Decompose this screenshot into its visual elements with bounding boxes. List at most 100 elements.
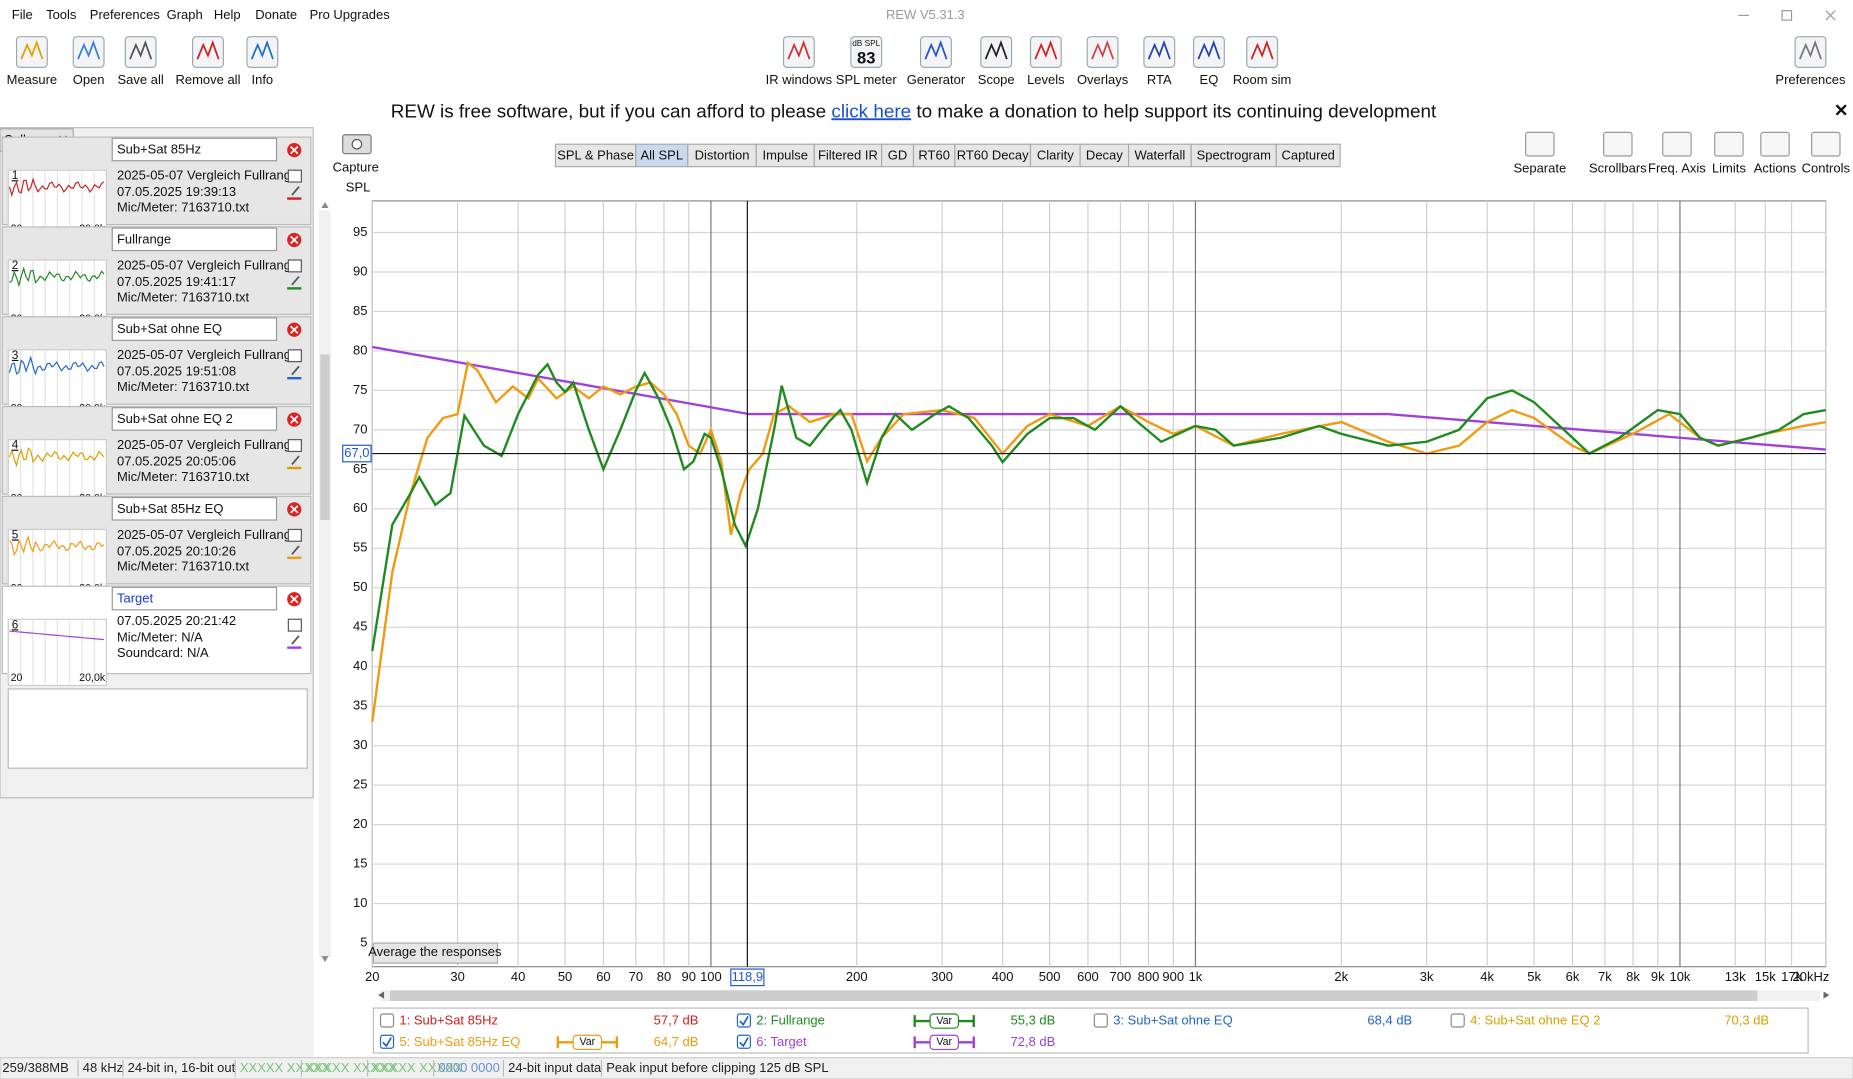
graph-tool-icon <box>1811 131 1841 157</box>
x-tick-label: 17k <box>1781 969 1802 984</box>
toolbar-button-label[interactable]: Measure <box>7 72 58 87</box>
toolbar-button-label[interactable]: Info <box>252 72 274 87</box>
toolbar-button-label[interactable]: IR windows <box>766 72 833 87</box>
measurement-name[interactable]: Sub+Sat ohne EQ <box>117 321 222 336</box>
legend-checkbox[interactable] <box>1093 1013 1108 1028</box>
menu-item[interactable]: Pro Upgrades <box>310 7 391 22</box>
measurement-name[interactable]: Fullrange <box>117 231 171 246</box>
measurement-name[interactable]: Sub+Sat 85Hz <box>117 142 201 157</box>
toolbar-icon-glyph <box>129 39 153 60</box>
remove-x <box>290 415 299 424</box>
measurement-name-field <box>111 137 278 162</box>
graph-tool-label[interactable]: Scrollbars <box>1589 160 1647 175</box>
graph-tab-label[interactable]: Clarity <box>1037 147 1074 162</box>
scroll-up[interactable] <box>321 202 329 209</box>
graph-tab-label[interactable]: All SPL <box>640 147 683 162</box>
scroll-right[interactable] <box>1823 991 1830 999</box>
toolbar-icon <box>782 36 815 68</box>
toolbar-button-label[interactable]: Remove all <box>176 72 241 87</box>
banner-link[interactable]: click here <box>831 101 911 122</box>
var-label[interactable]: Var <box>936 1036 952 1048</box>
capture-label[interactable]: Capture <box>333 159 379 174</box>
var-box <box>929 1034 959 1051</box>
measurement-name-field <box>111 407 278 431</box>
menu-item[interactable]: Preferences <box>90 7 161 22</box>
banner-text: REW is free software, but if you can aff… <box>391 101 832 122</box>
toolbar-button-label[interactable]: Save all <box>118 72 164 87</box>
graph-tab-label[interactable]: Impulse <box>763 147 808 162</box>
toolbar-button-label[interactable]: Levels <box>1027 72 1065 87</box>
menu-item[interactable]: Graph <box>167 7 203 22</box>
scroll-left[interactable] <box>378 991 385 999</box>
graph-icon <box>287 169 302 183</box>
menu-item[interactable]: Tools <box>46 7 77 22</box>
response-curve <box>371 362 1827 652</box>
graph-tab-label[interactable]: Captured <box>1281 147 1334 162</box>
measurement-info: 07.05.2025 20:10:26 <box>117 543 236 558</box>
menu-item[interactable]: File <box>12 7 33 22</box>
toolbar-button-label[interactable]: Room sim <box>1233 72 1291 87</box>
toolbar-button-label[interactable]: Overlays <box>1077 72 1129 87</box>
thumbnail-curve <box>9 266 105 288</box>
banner-close <box>1835 104 1847 116</box>
x-tick-label: 100 <box>700 969 722 984</box>
graph-tool-label[interactable]: Separate <box>1513 160 1566 175</box>
graph-tool-icon <box>1760 131 1790 157</box>
legend-value: 72,8 dB <box>1011 1034 1056 1049</box>
checkmark <box>739 1037 749 1048</box>
thumbnail-curve <box>8 355 105 376</box>
graph-tool-label[interactable]: Freq. Axis <box>1648 160 1706 175</box>
cursor-y-label: 67,0 <box>344 445 369 460</box>
toolbar-icon-glyph <box>787 39 811 60</box>
legend-label: 3: Sub+Sat ohne EQ <box>1113 1013 1232 1028</box>
toolbar-icon-glyph <box>1197 39 1221 60</box>
x-tick-label: 20kHz <box>1793 969 1830 984</box>
toolbar-icon-glyph <box>1147 39 1171 60</box>
close-button <box>1825 10 1836 21</box>
graph-tab-label[interactable]: RT60 Decay <box>957 147 1029 162</box>
toolbar-button-label[interactable]: Open <box>73 72 105 87</box>
measurement-name[interactable]: Target <box>117 591 153 606</box>
graph-tab-label[interactable]: SPL & Phase <box>557 147 634 162</box>
measurement-name[interactable]: Sub+Sat 85Hz EQ <box>117 501 223 516</box>
response-curve <box>371 360 1827 723</box>
toolbar-button-label[interactable]: RTA <box>1147 72 1172 87</box>
graph-tab-label[interactable]: Distortion <box>695 147 750 162</box>
y-tick-label: 55 <box>353 540 367 555</box>
average-button-label[interactable]: Average the responses <box>368 944 502 959</box>
graph-tool-label[interactable]: Actions <box>1754 160 1797 175</box>
checkmark <box>739 1015 749 1027</box>
x-tick-label: 300 <box>931 969 953 984</box>
measurement-info: Mic/Meter: 7163710.txt <box>117 289 249 304</box>
legend-checkbox[interactable] <box>379 1013 395 1028</box>
x-tick-label: 3k <box>1420 969 1434 984</box>
x-tick-label: 2k <box>1334 969 1348 984</box>
scroll-down[interactable] <box>321 956 329 962</box>
legend-checkbox[interactable] <box>1450 1013 1465 1028</box>
var-label[interactable]: Var <box>579 1036 595 1048</box>
graph-icon <box>287 349 302 363</box>
graph-tab-label[interactable]: Waterfall <box>1135 147 1186 162</box>
graph-tab-label[interactable]: Filtered IR <box>818 147 878 162</box>
toolbar-button-label[interactable]: SPL meter <box>836 72 898 87</box>
graph-tab-label[interactable]: Decay <box>1086 147 1123 162</box>
toolbar-button-label[interactable]: EQ <box>1200 72 1219 87</box>
capture-lens <box>351 138 363 150</box>
graph-tab-label[interactable]: RT60 <box>918 147 950 162</box>
menu-item[interactable]: Donate <box>255 7 297 22</box>
graph-tool-label[interactable]: Limits <box>1712 160 1746 175</box>
measurement-info: Mic/Meter: 7163710.txt <box>117 469 249 484</box>
graph-tab-label[interactable]: Spectrogram <box>1197 147 1271 162</box>
legend-box <box>372 1007 1809 1054</box>
toolbar-button-label[interactable]: Generator <box>907 72 966 87</box>
graph-tool-label[interactable]: Controls <box>1802 160 1851 175</box>
var-label[interactable]: Var <box>936 1015 952 1027</box>
status-item: 24-bit in, 16-bit out <box>128 1060 236 1075</box>
menu-item[interactable]: Help <box>214 7 241 22</box>
toolbar-button-label[interactable]: Scope <box>978 72 1015 87</box>
measurement-name[interactable]: Sub+Sat ohne EQ 2 <box>117 411 233 426</box>
y-tick-label: 65 <box>353 461 367 476</box>
graph-tab-label[interactable]: GD <box>888 147 907 162</box>
thumbnail-index: 2 <box>12 258 19 272</box>
toolbar-button-label[interactable]: Preferences <box>1775 72 1846 87</box>
